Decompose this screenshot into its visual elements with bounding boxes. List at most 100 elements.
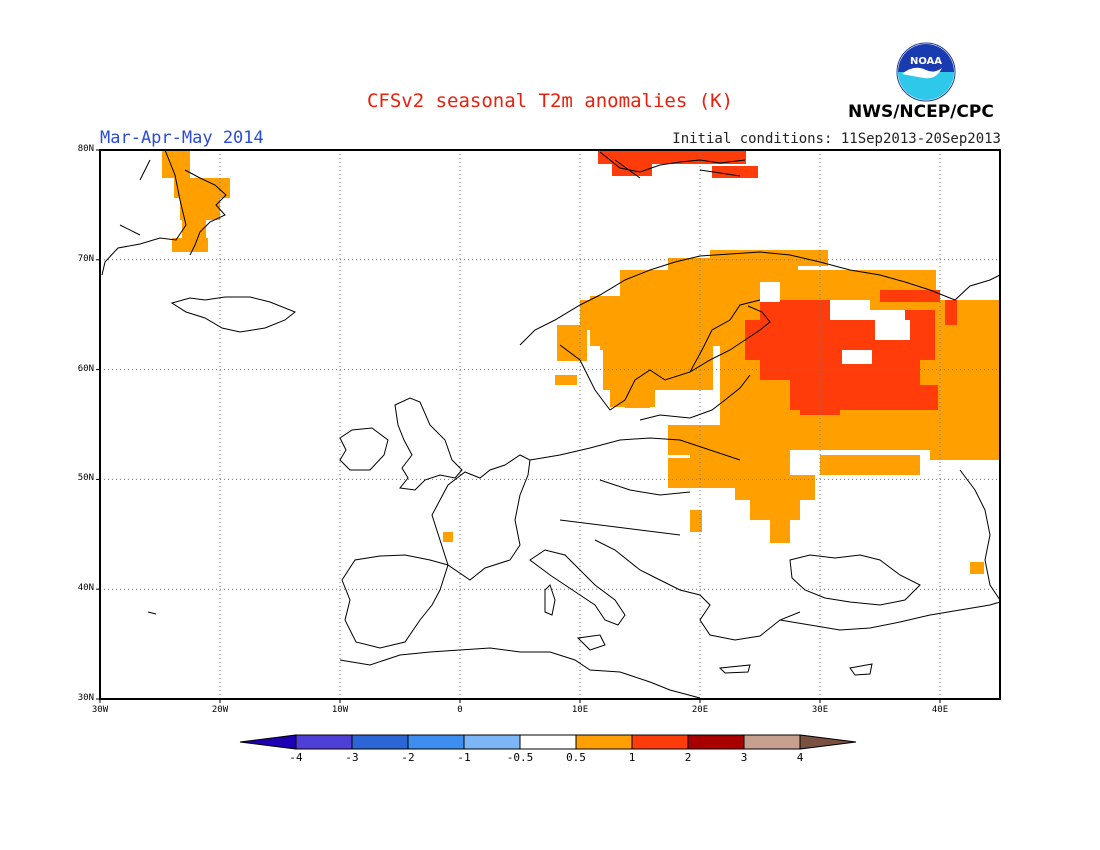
colorbar-high-arrow xyxy=(799,734,857,750)
colorbar-segment xyxy=(743,734,801,750)
anomaly-cell xyxy=(182,220,206,242)
colorbar-label: 3 xyxy=(740,751,748,764)
anomaly-cell xyxy=(712,166,758,178)
lon-label: 40E xyxy=(931,705,949,715)
anomaly-cell xyxy=(710,250,828,266)
anomaly-cell xyxy=(880,360,910,390)
coastlines xyxy=(101,149,1001,699)
noaa-logo: NOAA xyxy=(896,42,956,102)
france-coast xyxy=(431,454,531,581)
anomaly-gap xyxy=(830,300,870,320)
lat-label: 60N xyxy=(77,363,94,374)
anomaly-cell xyxy=(557,325,587,361)
anomaly-cell xyxy=(800,395,840,415)
lat-label: 50N xyxy=(77,473,94,484)
svalbard-coast xyxy=(599,151,746,179)
colorbar-label: -3 xyxy=(345,751,359,764)
colorbar-segment xyxy=(575,734,633,750)
ireland-coast xyxy=(339,427,389,471)
crete xyxy=(718,664,751,674)
central-europe-borders xyxy=(529,437,741,536)
sardinia-corsica xyxy=(544,584,556,616)
sicily xyxy=(576,634,606,651)
lon-label: 10E xyxy=(571,705,589,715)
colorbar-segment xyxy=(351,734,409,750)
anomaly-cell xyxy=(625,400,650,408)
anomaly-cell xyxy=(600,330,620,350)
colorbar-label: -4 xyxy=(289,751,303,764)
anomaly-gap xyxy=(760,282,780,302)
baltic-states xyxy=(639,374,751,421)
lon-label: 20E xyxy=(691,705,709,715)
anomaly-cell xyxy=(443,532,453,542)
map-title: CFSv2 seasonal T2m anomalies (K) xyxy=(366,90,734,112)
colorbar-segment xyxy=(407,734,465,750)
colorbar-label: -2 xyxy=(401,751,415,764)
anomaly-gap xyxy=(875,320,910,340)
anomaly-cell xyxy=(930,300,1000,460)
iceland-coast xyxy=(170,296,296,333)
anomaly-cell xyxy=(690,510,702,532)
lat-label: 40N xyxy=(77,583,94,594)
anomaly-cell xyxy=(612,160,652,176)
anomaly-cell xyxy=(645,375,685,387)
agency-label: NWS/NCEP/CPC xyxy=(848,102,994,122)
colorbar-label: 2 xyxy=(684,751,692,764)
gulf-of-bothnia xyxy=(689,305,771,373)
colorbar-segment xyxy=(631,734,689,750)
colorbar-segment xyxy=(463,734,521,750)
norway-coast xyxy=(519,251,821,346)
colorbar-segment xyxy=(519,734,577,750)
colorbar-label: -1 xyxy=(457,751,471,764)
anomaly-cell xyxy=(970,562,984,574)
initial-conditions-label: Initial conditions: 11Sep2013-20Sep2013 xyxy=(672,131,1001,147)
anomaly-cell xyxy=(580,300,610,330)
map-frame xyxy=(99,149,1001,700)
black-sea-coast xyxy=(789,554,921,606)
lat-label: 70N xyxy=(77,253,94,264)
anomaly-fills xyxy=(162,150,1000,574)
anomaly-cell xyxy=(668,458,748,488)
colorbar-label: -0.5 xyxy=(506,751,534,764)
colorbar-label: 0.5 xyxy=(566,751,586,764)
balkans-coast xyxy=(594,539,801,641)
colorbar-label: 1 xyxy=(628,751,636,764)
anomaly-cell xyxy=(905,310,935,325)
anomaly-cell xyxy=(555,375,577,385)
sweden-finland-inland xyxy=(559,299,761,411)
azores xyxy=(147,611,157,615)
lat-label: 80N xyxy=(77,144,94,154)
great-britain-coast xyxy=(394,397,463,491)
greenland-east-coast xyxy=(184,169,227,256)
colorbar-segment xyxy=(295,734,353,750)
lon-label: 0 xyxy=(457,705,463,715)
anomaly-cell xyxy=(174,178,230,198)
caspian-coast xyxy=(959,469,1001,601)
turkey-coast xyxy=(779,601,1001,631)
anomaly-gap xyxy=(842,350,872,364)
colorbar-label: 4 xyxy=(796,751,804,764)
colorbar-low-arrow xyxy=(239,734,297,750)
lon-label: 30E xyxy=(811,705,829,715)
anomaly-cell xyxy=(945,300,957,325)
lon-label: 30W xyxy=(91,705,109,715)
north-africa-coast xyxy=(339,647,701,699)
greenland-coast xyxy=(101,149,187,276)
lon-label: 20W xyxy=(211,705,229,715)
anomaly-cell xyxy=(172,238,208,252)
anomaly-cell xyxy=(820,455,920,475)
anomaly-cell xyxy=(180,198,220,220)
cyprus xyxy=(849,663,873,676)
logo-text: NOAA xyxy=(910,56,942,67)
colorbar-segment xyxy=(687,734,745,750)
italy-coast xyxy=(529,549,626,626)
lon-label: 10W xyxy=(331,705,349,715)
anomaly-cell xyxy=(770,515,790,543)
lat-label: 30N xyxy=(77,693,94,703)
anomaly-cell xyxy=(880,290,940,302)
anomaly-cell xyxy=(920,385,938,410)
russia-north-coast xyxy=(819,261,1001,301)
iberia-coast xyxy=(341,554,449,649)
colorbar xyxy=(239,734,857,750)
